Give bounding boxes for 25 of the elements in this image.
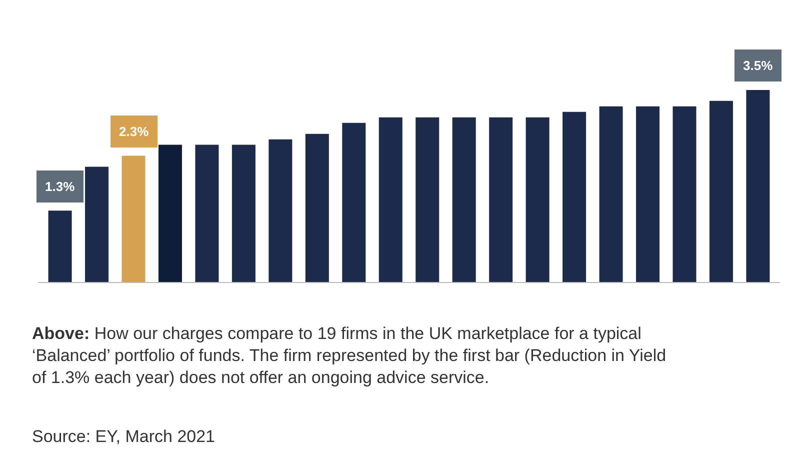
bar [526,117,550,282]
bar [158,144,182,282]
bar [268,139,292,282]
bar [416,117,440,282]
bar [489,117,513,282]
bar [122,156,146,282]
bar [562,112,586,282]
bar [48,210,72,282]
bar [599,106,623,282]
bar [378,117,402,282]
bar [232,144,256,282]
text: Above: How our charges compare to 19 firms in the UK marketplace for a typical ‘Balanced’ portfolio of funds. The firm represented by the first bar (Reduction in Yield of 1.3% each year) does not offer an ongoing advice service. [32,324,666,388]
bar [709,100,733,282]
bar [672,106,696,282]
bar [452,117,476,282]
data-label: 2.3% [119,124,150,139]
bar [195,144,219,282]
bar [342,122,366,282]
data-label: 3.5% [743,58,774,73]
bar [85,166,109,282]
bar [636,106,660,282]
data-label: 1.3% [45,179,76,194]
source-note: Source: EY, March 2021 [32,427,216,446]
bar [305,134,329,282]
bar [746,90,770,282]
